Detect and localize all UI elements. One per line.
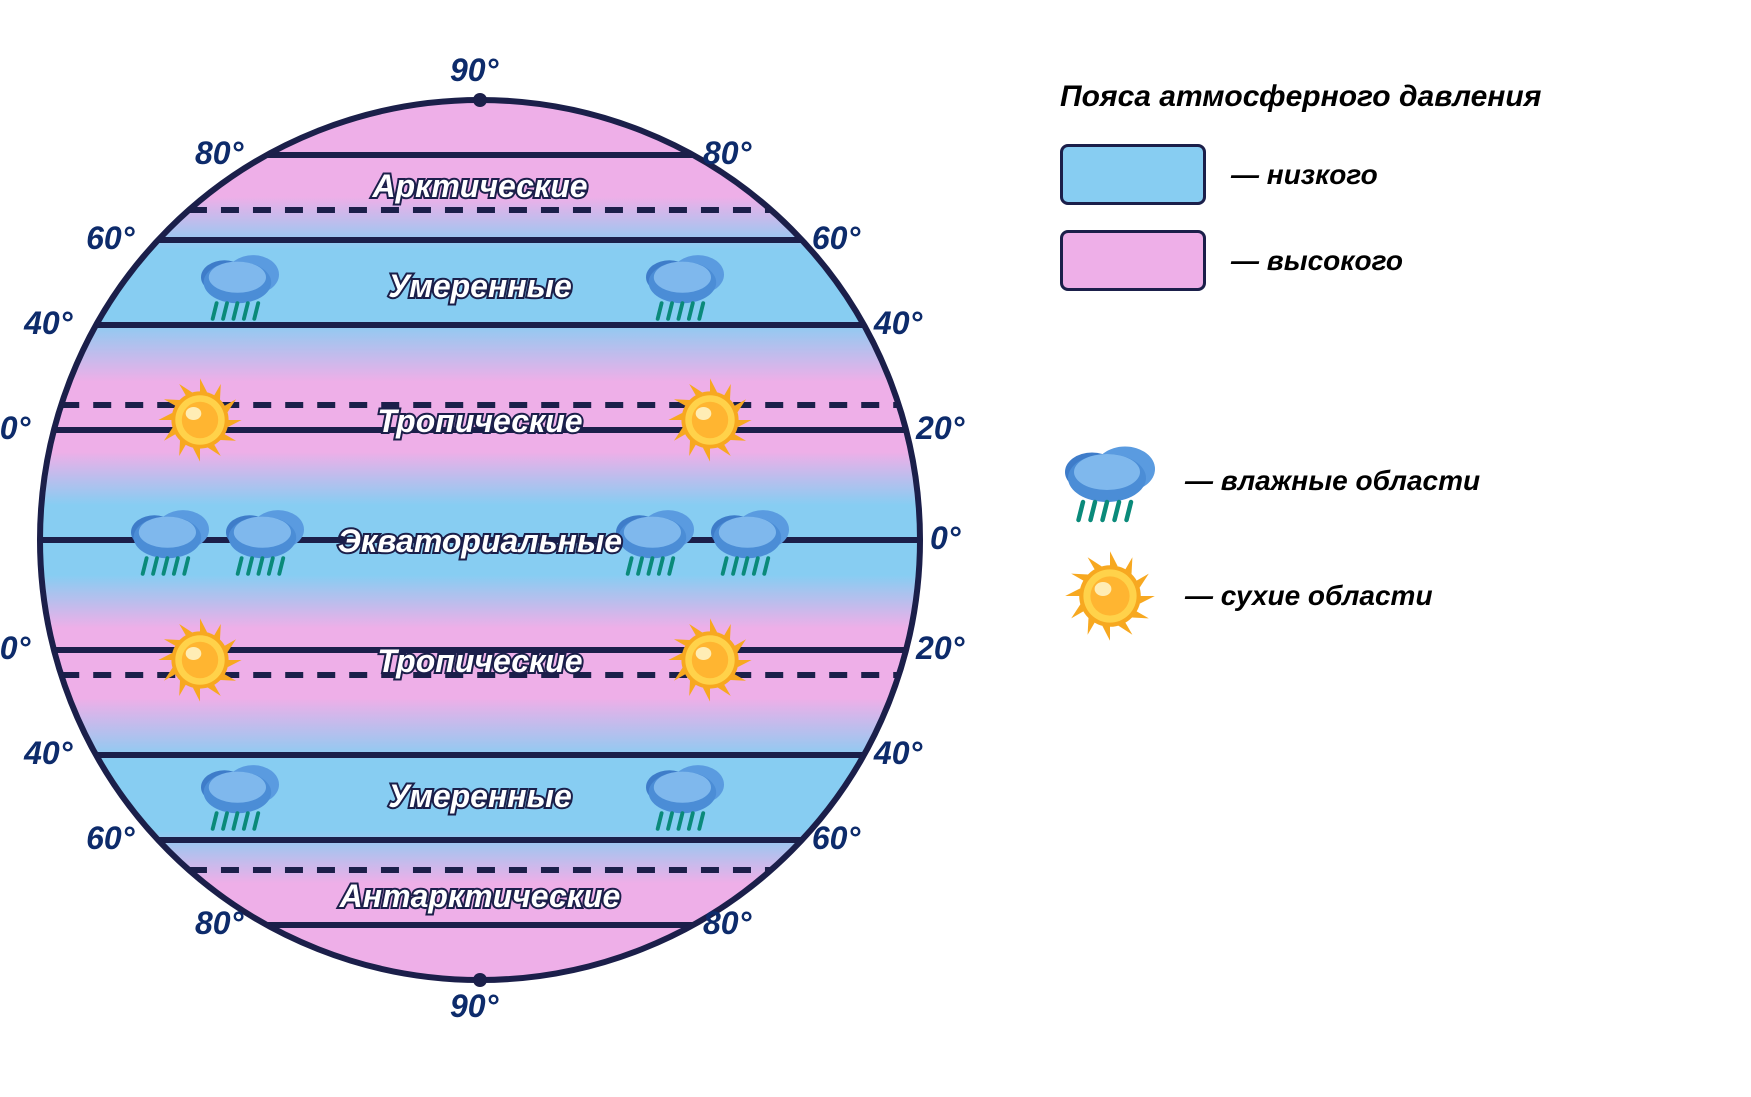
legend: Пояса атмосферного давления — низкого — в… — [1060, 80, 1541, 666]
lat-label: 40° — [874, 305, 922, 342]
legend-title: Пояса атмосферного давления — [1060, 80, 1541, 114]
lat-label: 0° — [930, 520, 961, 557]
band-label: Антарктические — [339, 878, 621, 914]
legend-swatch — [1060, 144, 1206, 205]
legend-label: — высокого — [1231, 245, 1403, 277]
lat-label: 60° — [86, 820, 134, 857]
band-label: Умеренные — [388, 268, 571, 304]
band-label: Арктические — [371, 168, 587, 204]
band-label: Тропические — [377, 403, 582, 439]
lat-label: 20° — [0, 630, 30, 667]
sun-icon — [1060, 551, 1160, 641]
legend-swatch-row: — высокого — [1060, 230, 1541, 291]
legend-label: — низкого — [1231, 159, 1378, 191]
lat-label: 20° — [0, 410, 30, 447]
lat-label: 60° — [812, 820, 860, 857]
legend-label: — сухие области — [1185, 580, 1433, 612]
band-label: Экваториальные — [338, 523, 622, 559]
lat-label: 90° — [450, 52, 498, 89]
lat-label: 80° — [703, 905, 751, 942]
lat-label: 20° — [916, 630, 964, 667]
lat-label: 20° — [916, 410, 964, 447]
lat-label: 90° — [450, 988, 498, 1025]
legend-swatch — [1060, 230, 1206, 291]
band-label: Умеренные — [388, 778, 571, 814]
lat-label: 40° — [24, 305, 72, 342]
lat-label: 80° — [703, 135, 751, 172]
lat-label: 60° — [812, 220, 860, 257]
legend-label: — влажные области — [1185, 465, 1480, 497]
band-label: Тропические — [377, 643, 582, 679]
lat-label: 40° — [874, 735, 922, 772]
globe-diagram: Арктические Умеренные Тропические — [20, 20, 940, 1070]
legend-icon-row: — влажные области — [1060, 436, 1541, 526]
legend-swatch-row: — низкого — [1060, 144, 1541, 205]
rain-icon — [1060, 436, 1160, 526]
lat-label: 80° — [195, 135, 243, 172]
lat-label: 60° — [86, 220, 134, 257]
lat-label: 40° — [24, 735, 72, 772]
lat-label: 80° — [195, 905, 243, 942]
legend-icon-row: — сухие области — [1060, 551, 1541, 641]
